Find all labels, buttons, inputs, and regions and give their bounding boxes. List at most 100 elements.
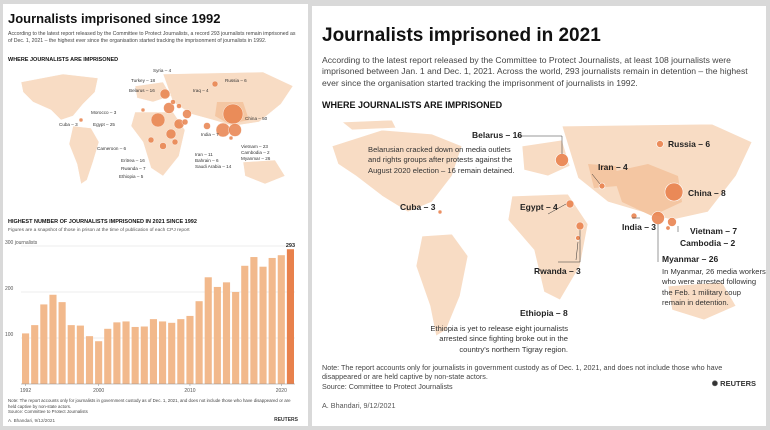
bar-2011 (195, 301, 203, 384)
bar-2020 (277, 255, 285, 384)
bubble-belarus (159, 88, 171, 100)
label-myanmar: Myanmar – 26 (662, 254, 718, 264)
y-tick-label: 300 journalists (5, 240, 38, 246)
left-chart-subtitle: Figures are a snapshot of those in priso… (8, 228, 190, 233)
right-source: Source: Committee to Protect Journalists (322, 381, 453, 391)
bar-2015 (232, 292, 240, 384)
myanmar-note: In Myanmar, 26 media workers who were ar… (662, 267, 766, 307)
label-china: China – 8 (688, 188, 726, 198)
bubble-iran (598, 182, 606, 190)
map-label: Ethiopia – 5 (119, 174, 144, 179)
bar-2017 (250, 257, 258, 384)
bar-1997 (67, 325, 75, 384)
left-note: Note: The report accounts only for journ… (8, 398, 298, 415)
map-label: Rwanda – 7 (121, 166, 146, 171)
right-title: Journalists imprisoned in 2021 (322, 25, 601, 46)
right-reuters-text: REUTERS (720, 379, 756, 388)
x-tick-label: 2010 (184, 388, 195, 394)
map-label: Syria – 4 (153, 68, 172, 73)
bubble-russia (656, 140, 664, 148)
map-label: Cuba – 3 (59, 122, 78, 127)
map-label: China – 50 (245, 116, 268, 121)
map-label: Morocco – 3 (91, 110, 117, 115)
right-world-map: Belarus – 16 Russia – 6 Iran – 4 Egypt –… (331, 119, 753, 337)
bar-2000 (95, 341, 103, 384)
map-label: Saudi Arabia – 14 (195, 164, 232, 169)
bubble-india (630, 212, 638, 220)
label-ethiopia: Ethiopia – 8 (520, 308, 568, 318)
bubble-russia (211, 80, 219, 88)
y-tick-label: 200 (5, 286, 14, 292)
map-label: Cambodia – 2 (241, 150, 270, 155)
belarus-note: Belarusian cracked down on media outlets… (368, 145, 515, 175)
left-panel: Journalists imprisoned since 1992 Accord… (3, 4, 308, 426)
right-note-text: Note: The report accounts only for journ… (322, 363, 723, 382)
x-tick-label: 2000 (93, 388, 104, 394)
bar-2004 (131, 326, 139, 384)
bubble-ethiopia (575, 221, 585, 231)
bubble-eritrea (165, 128, 177, 140)
right-reuters-logo: ✺ REUTERS (712, 379, 756, 388)
bubble-cameroon (147, 136, 155, 144)
right-intro: According to the latest report released … (322, 55, 748, 88)
right-map-leaders (517, 135, 679, 263)
bubble-belarus (555, 153, 569, 167)
map-label: Eritrea – 16 (121, 158, 145, 163)
bar-1993 (31, 325, 39, 384)
bubble-rwanda (575, 235, 581, 241)
map-label: Cameroon – 6 (97, 146, 127, 151)
bubble-egypt (565, 199, 575, 209)
bar-2012 (204, 277, 212, 384)
right-map-heading: WHERE JOURNALISTS ARE IMPRISONED (322, 100, 503, 110)
label-russia: Russia – 6 (668, 139, 710, 149)
bar-1992 (22, 333, 30, 384)
bar-2007 (159, 321, 167, 384)
bubble-china (222, 103, 244, 125)
label-egypt: Egypt – 4 (520, 202, 558, 212)
bar-2014 (222, 282, 231, 384)
left-source: Source: Committee to Protect Journalists (8, 409, 88, 415)
bar-1999 (85, 336, 94, 384)
bubble-syria (170, 99, 176, 105)
right-byline: A. Bhandari, 9/12/2021 (322, 401, 396, 410)
label-iran: Iran – 4 (598, 162, 628, 172)
right-note: Note: The report accounts only for journ… (322, 363, 762, 391)
bar-2008 (168, 322, 176, 384)
bubble-india (203, 122, 211, 130)
map-label: Bahrain – 6 (195, 158, 219, 163)
map-label: Iran – 11 (195, 152, 213, 157)
reuters-mark-icon: ✺ (711, 379, 721, 388)
x-tick-label: 2020 (276, 388, 287, 394)
left-chart-heading: HIGHEST NUMBER OF JOURNALISTS IMPRISONED… (8, 219, 197, 225)
bubble-vietnam (228, 123, 242, 137)
label-rwanda: Rwanda – 3 (534, 266, 581, 276)
map-label: Turkey – 18 (131, 78, 156, 83)
label-cambodia: Cambodia – 2 (680, 238, 736, 248)
bar-2005 (140, 326, 148, 384)
bar-2013 (213, 286, 221, 384)
bar-value-label: 293 (286, 243, 295, 249)
bubble-cuba (78, 117, 84, 123)
bubble-morocco (140, 107, 146, 113)
left-map-heading: WHERE JOURNALISTS ARE IMPRISONED (8, 57, 119, 63)
map-label: Belarus – 16 (129, 88, 155, 93)
right-map-highlight (588, 164, 682, 216)
bar-2006 (149, 319, 157, 384)
x-tick-label: 1992 (20, 388, 31, 394)
bar-2021 (286, 249, 294, 384)
bar-1995 (49, 294, 57, 384)
map-label: Iraq – 4 (193, 88, 209, 93)
ethiopia-note: Ethiopia is yet to release eight journal… (430, 324, 568, 354)
bar-1996 (58, 302, 66, 384)
left-reuters-logo: REUTERS (274, 417, 298, 423)
left-map-labels: Syria – 4 Turkey – 18 Russia – 6 Belarus… (59, 68, 271, 179)
label-vietnam: Vietnam – 7 (690, 226, 737, 236)
bubble-cambodia (665, 225, 671, 231)
bubble-egypt (150, 112, 166, 128)
label-india: India – 3 (622, 222, 656, 232)
right-panel: Journalists imprisoned in 2021 According… (312, 6, 766, 426)
right-map-bubbles (437, 140, 684, 241)
bubble-rwanda (159, 142, 167, 150)
bubble-ethiopia (171, 138, 179, 146)
